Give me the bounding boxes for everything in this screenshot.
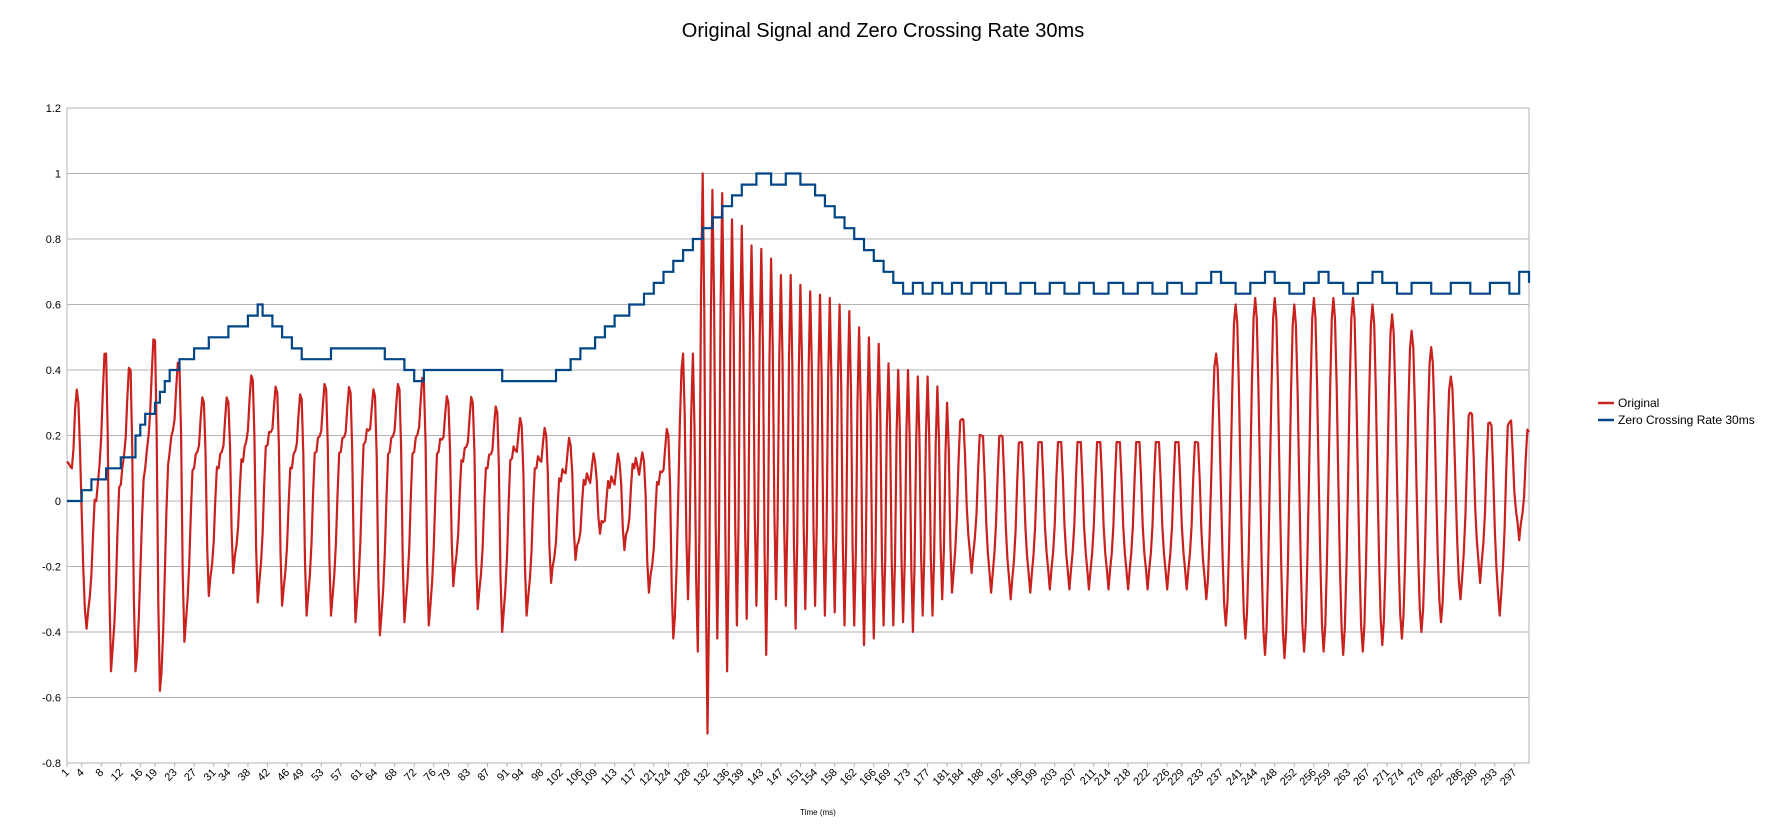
x-tick-label: 214 [1092,767,1113,788]
x-tick-label: 102 [545,767,566,788]
x-tick-label: 207 [1058,767,1079,788]
plot-area-border [66,107,1530,764]
x-tick-label: 289 [1459,767,1480,788]
x-tick-label: 23 [163,767,180,784]
x-tick-label: 199 [1019,767,1040,788]
x-tick-label: 184 [945,767,966,788]
x-tick-label: 34 [216,767,233,784]
y-tick-label: -0.6 [42,693,61,705]
x-tick-label: 233 [1185,767,1206,788]
y-tick-label: 0.4 [46,365,61,377]
y-tick-label: 1.2 [46,103,61,115]
x-tick-label: 218 [1112,767,1133,788]
x-tick-label: 79 [436,767,453,784]
x-tick-label: 98 [529,767,546,784]
x-tick-label: 248 [1258,767,1279,788]
x-tick-label: 158 [818,767,839,788]
y-tick-label: 1 [55,169,61,181]
x-tick-label: 173 [892,767,913,788]
x-tick-label: 293 [1478,767,1499,788]
x-tick-label: 42 [255,767,272,784]
x-tick-label: 274 [1386,767,1407,788]
x-tick-label: 83 [456,767,473,784]
x-tick-label: 263 [1332,767,1353,788]
x-tick-label: 128 [672,767,693,788]
y-tick-label: 0 [55,496,61,508]
x-tick-label: 87 [475,767,492,784]
x-tick-label: 192 [985,767,1006,788]
x-tick-label: 188 [965,767,986,788]
x-tick-label: 278 [1405,767,1426,788]
x-tick-label: 252 [1278,767,1299,788]
x-tick-label: 53 [309,767,326,784]
y-tick-label: 0.2 [46,431,61,443]
x-tick-label: 237 [1205,767,1226,788]
x-axis-title: Time (ms) [800,808,836,817]
x-tick-label: 154 [799,767,820,788]
x-tick-label: 203 [1038,767,1059,788]
x-tick-label: 94 [510,767,527,784]
y-tick-label: -0.4 [42,627,61,639]
x-tick-label: 162 [838,767,859,788]
x-tick-label: 143 [745,767,766,788]
x-tick-label: 38 [236,767,253,784]
chart-title: Original Signal and Zero Crossing Rate 3… [681,20,1085,42]
x-tick-label: 259 [1312,767,1333,788]
legend-entry: Original [1618,396,1659,410]
x-tick-label: 64 [363,767,380,784]
x-tick-label: 72 [402,767,419,784]
x-tick-label: 124 [652,767,673,788]
x-tick-label: 229 [1165,767,1186,788]
x-tick-label: 1 [59,767,72,780]
x-tick-label: 68 [383,767,400,784]
x-tick-label: 139 [725,767,746,788]
y-tick-label: -0.8 [42,758,61,770]
x-tick-label: 8 [94,767,107,780]
series-line-zero-crossing-rate [67,172,1531,503]
x-tick-label: 177 [911,767,932,788]
x-tick-label: 49 [290,767,307,784]
x-tick-label: 113 [599,767,620,788]
x-tick-label: 132 [691,767,712,788]
x-tick-label: 244 [1239,767,1260,788]
x-tick-label: 117 [618,767,639,788]
x-tick-label: 282 [1425,767,1446,788]
x-tick-label: 27 [182,767,199,784]
x-tick-label: 297 [1498,767,1519,788]
x-tick-label: 57 [329,767,346,784]
series-line-original [66,172,1530,735]
x-tick-label: 222 [1131,767,1152,788]
y-tick-label: -0.2 [42,562,61,574]
x-tick-label: 12 [109,767,126,784]
x-tick-label: 267 [1351,767,1372,788]
y-tick-label: 0.8 [46,234,61,246]
x-tick-label: 109 [579,767,600,788]
x-tick-label: 4 [74,767,87,780]
y-tick-label: 0.6 [46,300,61,312]
x-tick-label: 19 [143,767,160,784]
x-tick-label: 169 [872,767,893,788]
x-tick-label: 147 [765,767,786,788]
legend-entry: Zero Crossing Rate 30ms [1618,413,1755,427]
